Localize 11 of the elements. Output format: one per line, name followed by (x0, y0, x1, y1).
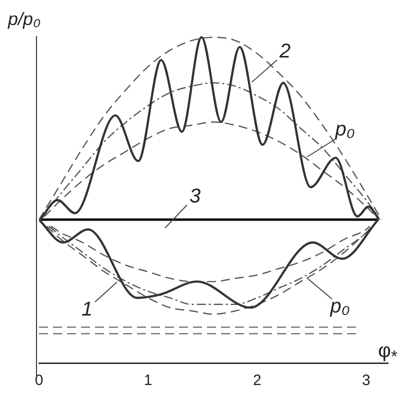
x-tick-label: 0 (34, 372, 44, 390)
x-tick-label: 1 (144, 372, 152, 390)
annotation: p₀ (334, 118, 355, 141)
x-tick-label: 2 (252, 372, 262, 390)
annotation: 1 (81, 298, 93, 321)
x-axis-title: φ$_{*}$ (378, 340, 398, 367)
y-axis-title: p/p₀ (8, 8, 41, 30)
x-tick-label: 3 (362, 372, 370, 390)
annotation: 3 (189, 186, 201, 208)
annotation: p₀ (329, 296, 350, 318)
annotation: 2 (278, 40, 291, 63)
